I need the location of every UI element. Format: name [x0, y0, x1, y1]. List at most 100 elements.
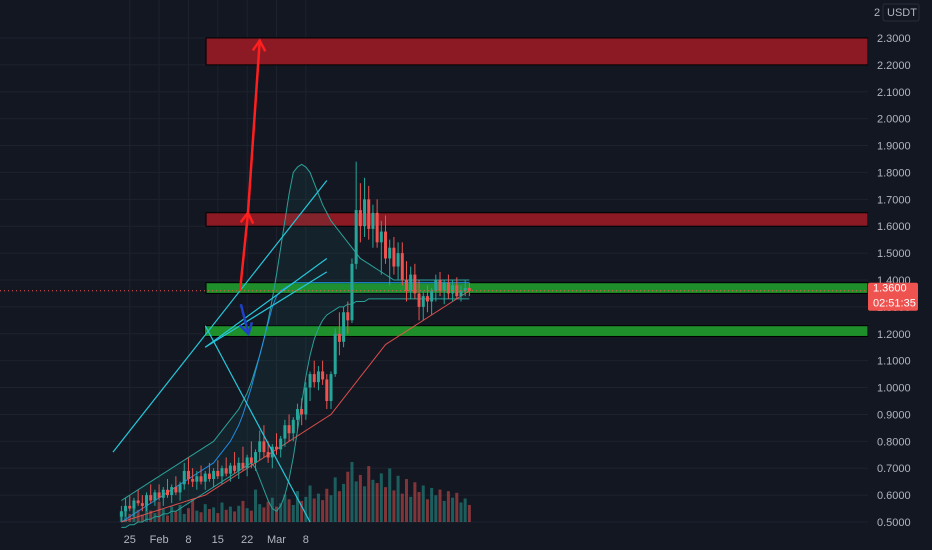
- candle-body: [140, 503, 144, 506]
- volume-bar: [354, 481, 358, 522]
- candle-body: [249, 457, 253, 463]
- candle-body: [124, 505, 128, 512]
- volume-bar: [438, 489, 442, 522]
- candle-body: [279, 438, 283, 450]
- candle-body: [333, 333, 337, 375]
- arrow-shaft: [238, 212, 250, 291]
- volume-bar: [199, 512, 203, 522]
- price-tick-label: 0.5000: [877, 517, 911, 529]
- volume-bar: [400, 493, 404, 522]
- volume-bar: [363, 486, 367, 522]
- candle-body: [275, 446, 278, 450]
- candle-body: [254, 452, 258, 463]
- volume-bar: [375, 483, 379, 522]
- candle-body: [224, 468, 228, 474]
- volume-bar: [455, 492, 459, 522]
- arrow-head: [238, 321, 254, 337]
- candle-body: [413, 274, 417, 294]
- candle-body: [392, 247, 396, 267]
- candle-body: [396, 253, 400, 267]
- volume-bar: [467, 504, 471, 522]
- price-tick-label: 1.6000: [877, 221, 911, 233]
- volume-bar: [157, 501, 161, 522]
- time-tick-label: Mar: [267, 534, 286, 546]
- candle-body: [174, 487, 178, 493]
- volume-bar: [308, 485, 312, 522]
- candle-body: [312, 374, 316, 383]
- current-price-label: 1.3600: [873, 283, 907, 295]
- candle-body: [165, 489, 169, 496]
- volume-bar: [425, 499, 429, 522]
- candle-body: [228, 465, 232, 474]
- volume-bar: [241, 500, 245, 522]
- volume-bar: [245, 508, 249, 522]
- price-tick-label: 1.9000: [877, 141, 911, 153]
- candle-body: [207, 473, 211, 479]
- zone-resistance-upper: [205, 37, 869, 66]
- volume-bar: [325, 488, 329, 522]
- countdown-label: 02:51:35: [873, 298, 916, 310]
- time-tick-label: 8: [303, 534, 309, 546]
- volume-bar: [287, 499, 291, 522]
- candle-body: [212, 470, 216, 479]
- time-tick-label: Feb: [150, 534, 169, 546]
- volume-bar: [275, 506, 278, 522]
- volume-bar: [237, 505, 241, 522]
- candle-body: [258, 441, 262, 453]
- candle-body: [266, 452, 270, 458]
- volume-bar: [421, 485, 425, 522]
- candle-body: [182, 470, 186, 485]
- volume-bar: [216, 513, 220, 522]
- candle-body: [329, 374, 333, 401]
- projection-arrows: [238, 38, 267, 337]
- candle-body: [316, 371, 320, 383]
- trendline: [112, 180, 328, 453]
- candle-body: [262, 441, 266, 453]
- price-tick-top-partial: 2: [874, 7, 880, 19]
- volume-bar: [316, 493, 320, 522]
- candle-body: [186, 470, 190, 479]
- volume-bar: [451, 497, 455, 522]
- volume-bar: [191, 499, 195, 522]
- candle-body: [300, 409, 304, 415]
- volume-bar: [413, 482, 417, 522]
- volume-bar: [182, 513, 186, 522]
- time-tick-label: 8: [185, 534, 191, 546]
- volume-bar: [379, 473, 383, 522]
- candle-body: [304, 387, 308, 415]
- candle-body: [346, 312, 350, 321]
- candle-body: [237, 462, 241, 471]
- price-tick-label: 1.5000: [877, 248, 911, 260]
- time-axis[interactable]: 25 Feb 8 15 22 Mar 8: [124, 534, 309, 546]
- volume-bar: [186, 508, 190, 522]
- candle-body: [388, 247, 392, 259]
- price-tick-label: 1.2000: [877, 329, 911, 341]
- candle-body: [367, 199, 371, 229]
- candle-body: [195, 476, 199, 482]
- volume-bar: [342, 483, 346, 522]
- price-tick-label: 0.6000: [877, 490, 911, 502]
- volume-bar: [459, 502, 463, 522]
- candle-body: [363, 199, 367, 227]
- candle-body: [371, 212, 375, 229]
- arrow-head: [251, 38, 267, 52]
- currency-badge[interactable]: USDT: [882, 3, 920, 22]
- candle-body: [430, 290, 434, 302]
- candlesticks: [119, 161, 471, 522]
- candle-body: [233, 465, 237, 471]
- trendline: [204, 271, 328, 348]
- candle-body: [379, 231, 383, 243]
- volume-bar: [446, 491, 450, 522]
- price-zones: [203, 37, 869, 337]
- volume-bar: [203, 504, 207, 522]
- time-tick-label: 25: [124, 534, 136, 546]
- candle-body: [342, 312, 346, 342]
- volume-bar: [396, 475, 400, 522]
- candle-body: [245, 457, 249, 469]
- price-axis[interactable]: 0.5000 0.6000 0.7000 0.8000 0.9000 1.0000 1.10…: [868, 0, 932, 550]
- price-tick-label: 0.9000: [877, 409, 911, 421]
- candle-body: [119, 511, 123, 517]
- volume-bar: [161, 509, 165, 522]
- volume-bar: [417, 492, 421, 522]
